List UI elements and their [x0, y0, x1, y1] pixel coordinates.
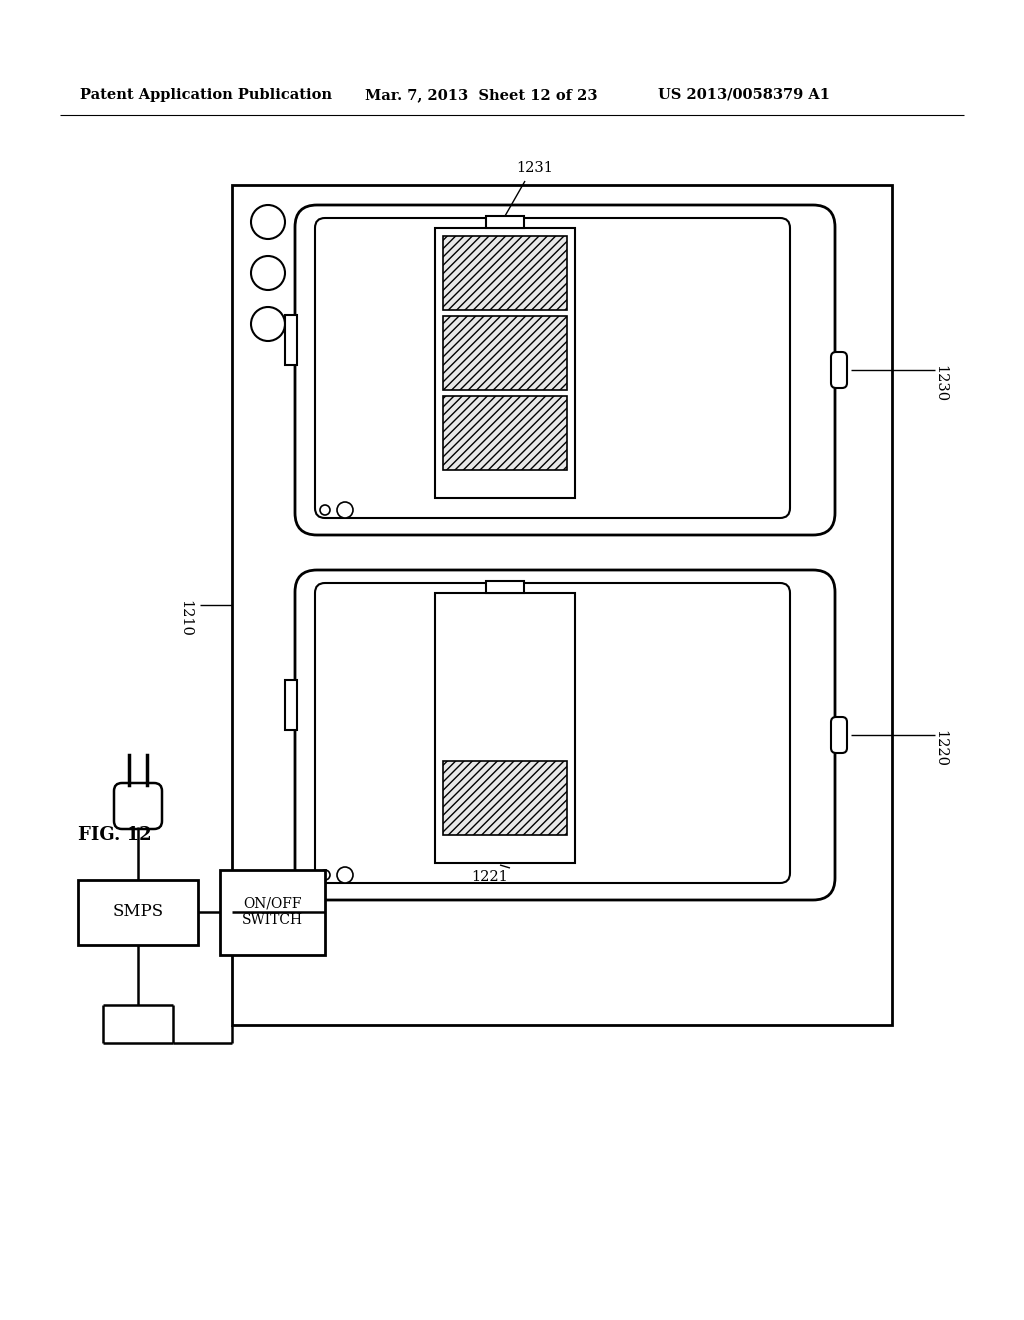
Bar [443, 236, 567, 310]
Circle shape [337, 502, 353, 517]
Text: 1220: 1220 [933, 730, 947, 767]
Text: SMPS: SMPS [113, 903, 164, 920]
Text: US 2013/0058379 A1: US 2013/0058379 A1 [658, 88, 830, 102]
FancyBboxPatch shape [295, 205, 835, 535]
Text: 1210: 1210 [178, 601, 193, 636]
Circle shape [251, 205, 285, 239]
FancyBboxPatch shape [315, 218, 790, 517]
Circle shape [319, 506, 330, 515]
FancyBboxPatch shape [831, 352, 847, 388]
FancyBboxPatch shape [114, 783, 162, 829]
FancyBboxPatch shape [831, 717, 847, 752]
Circle shape [251, 308, 285, 341]
Text: 1221: 1221 [472, 870, 508, 884]
Bar [443, 315, 567, 389]
Circle shape [251, 256, 285, 290]
Bar [435, 228, 575, 498]
Text: Mar. 7, 2013  Sheet 12 of 23: Mar. 7, 2013 Sheet 12 of 23 [365, 88, 597, 102]
Circle shape [337, 867, 353, 883]
Bar [443, 396, 567, 470]
Bar [78, 880, 198, 945]
Text: 1230: 1230 [933, 366, 947, 403]
Text: 1231: 1231 [516, 161, 553, 176]
Bar [232, 185, 892, 1026]
FancyBboxPatch shape [315, 583, 790, 883]
Bar [486, 581, 524, 593]
Bar [443, 762, 567, 836]
Bar [486, 216, 524, 228]
Text: ON/OFF
SWITCH: ON/OFF SWITCH [242, 896, 302, 927]
Bar [435, 593, 575, 863]
Circle shape [319, 870, 330, 880]
FancyBboxPatch shape [295, 570, 835, 900]
Text: FIG. 12: FIG. 12 [78, 826, 152, 843]
Bar [285, 315, 297, 366]
Text: Patent Application Publication: Patent Application Publication [80, 88, 332, 102]
Bar [285, 680, 297, 730]
Bar [220, 870, 325, 954]
